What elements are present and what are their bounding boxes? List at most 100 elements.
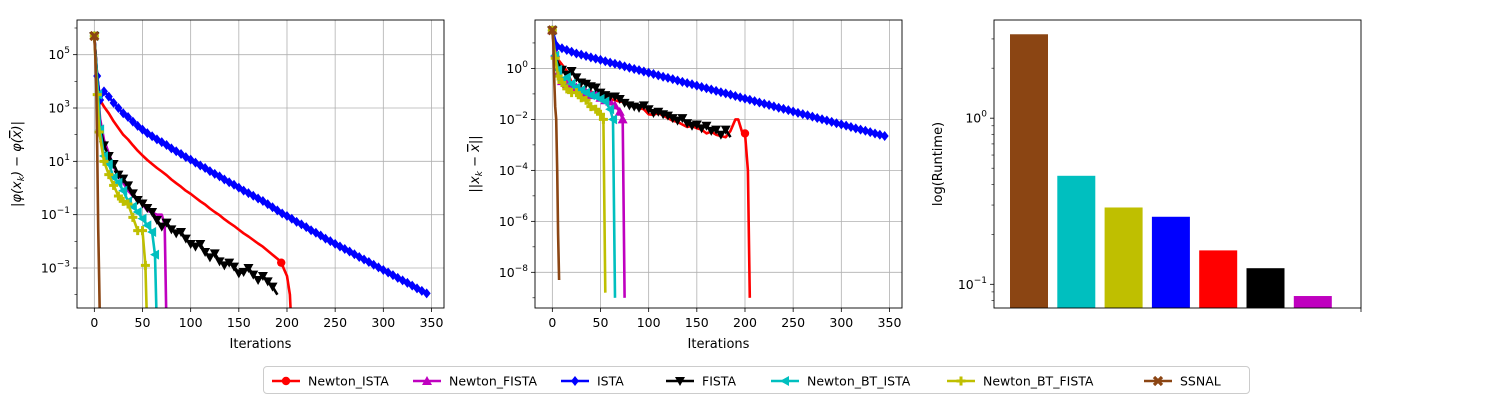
point-fista <box>638 101 649 111</box>
point-fista <box>137 199 148 209</box>
y-tick-label: 10−6 <box>499 213 528 229</box>
point-ista <box>842 120 851 131</box>
x-axis-label: Iterations <box>230 337 292 352</box>
plot-runtime-bars: 10−1 100 log(Runtime) <box>931 19 1362 312</box>
point-ista <box>422 288 431 299</box>
point-fista <box>243 264 254 273</box>
y-axis-label: ||xk − x|| <box>468 135 485 192</box>
point-fista <box>653 107 664 117</box>
point-newton-bt-fista <box>581 95 591 105</box>
series-line-ssnal <box>93 35 101 308</box>
point-fista <box>161 218 172 228</box>
legend-marker-ista <box>571 376 579 386</box>
point-fista <box>667 114 678 124</box>
bar-fista <box>1246 268 1285 308</box>
point-fista <box>118 174 129 184</box>
point-newton-bt-fista <box>576 93 586 103</box>
point-newton-bt-fista <box>562 84 572 94</box>
x-tick-label: 300 <box>371 315 395 330</box>
legend-marker-newton-bt-ista <box>780 376 789 386</box>
point-newton-bt-ista <box>585 90 595 101</box>
point-newton-bt-ista <box>561 72 571 83</box>
bar-newton-bt-fista <box>1104 207 1143 308</box>
point-newton-ista <box>277 258 286 267</box>
y-tick-label: 100 <box>506 60 528 76</box>
x-tick-label: 250 <box>323 315 347 330</box>
point-newton-bt-fista <box>591 104 601 114</box>
point-ista <box>846 122 855 133</box>
point-fista <box>253 276 264 285</box>
point-newton-bt-ista <box>142 220 152 231</box>
legend-label: Newton_BT_FISTA <box>983 374 1094 389</box>
x-tick-label: 250 <box>781 315 805 330</box>
legend-marker-newton-ista <box>281 376 291 386</box>
point-newton-bt-fista <box>128 212 138 222</box>
point-newton-bt-ista <box>113 177 123 188</box>
point-ssnal <box>89 30 100 42</box>
point-fista <box>571 73 582 83</box>
legend-label: Newton_FISTA <box>449 374 537 389</box>
bar-newton-ista <box>1199 250 1238 308</box>
point-fista <box>123 181 134 191</box>
bar-newton-bt-ista <box>1057 175 1096 308</box>
legend-entry-ssnal: SSNAL <box>1144 374 1221 389</box>
legend-entry-newton-ista: Newton_ISTA <box>272 374 389 389</box>
legend-entry-newton-bt-ista: Newton_BT_ISTA <box>771 374 911 389</box>
point-newton-bt-ista <box>108 172 118 183</box>
point-fista <box>262 277 273 287</box>
point-fista <box>566 66 577 76</box>
legend-marker-fista <box>675 377 685 386</box>
point-ista <box>114 103 123 114</box>
point-fista <box>267 282 278 292</box>
point-fista <box>711 125 722 135</box>
point-ista <box>249 190 258 201</box>
point-fista <box>180 234 191 244</box>
point-fista <box>224 258 235 268</box>
point-fista <box>214 257 225 267</box>
point-newton-bt-fista <box>123 199 133 209</box>
plot-iterate-distance: 0 50 100 150 200 250 300 350 100 10−2 10−4 10−6 10−8… <box>468 19 903 352</box>
point-fista <box>229 262 240 272</box>
point-fista <box>151 216 162 225</box>
series-line-fista <box>93 35 279 296</box>
x-tick-label: 300 <box>829 315 853 330</box>
point-fista <box>691 120 702 130</box>
series-line-newton-ista <box>93 35 292 308</box>
point-newton-ista <box>740 129 750 138</box>
x-tick-label: 150 <box>685 315 709 330</box>
legend-label: FISTA <box>702 374 736 389</box>
x-tick-label: 350 <box>420 315 444 330</box>
point-fista <box>614 95 625 105</box>
point-ista <box>104 91 113 102</box>
point-fista <box>185 240 196 249</box>
point-newton-bt-fista <box>109 180 119 190</box>
point-newton-bt-ista <box>147 227 157 237</box>
point-fista <box>195 240 206 249</box>
y-tick-label: 10−1 <box>958 276 987 292</box>
point-fista <box>677 114 688 124</box>
x-tick-label: 100 <box>179 315 203 330</box>
point-ista <box>133 120 142 131</box>
point-newton-bt-fista <box>557 77 567 87</box>
point-newton-bt-ista <box>118 185 128 196</box>
series-line-ssnal <box>551 30 561 281</box>
legend-marker-ssnal <box>1152 375 1164 387</box>
legend-entry-ista: ISTA <box>561 374 624 389</box>
legend-marker-newton-fista <box>422 376 432 385</box>
point-fista <box>176 228 187 237</box>
point-ista <box>880 130 889 141</box>
point-fista <box>590 83 601 93</box>
legend-entry-newton-bt-fista: Newton_BT_FISTA <box>947 374 1094 389</box>
point-fista <box>209 249 220 259</box>
point-newton-bt-ista <box>608 114 618 125</box>
point-newton-bt-ista <box>137 213 147 224</box>
point-fista <box>701 121 712 131</box>
y-axis-label: |φ(xk) − φ(x)| <box>10 121 27 207</box>
point-ssnal <box>547 25 558 36</box>
point-newton-bt-fista <box>140 260 150 270</box>
x-tick-label: 0 <box>548 315 556 330</box>
point-newton-bt-fista <box>118 196 128 206</box>
point-newton-bt-ista <box>566 78 576 89</box>
point-fista <box>643 105 654 115</box>
